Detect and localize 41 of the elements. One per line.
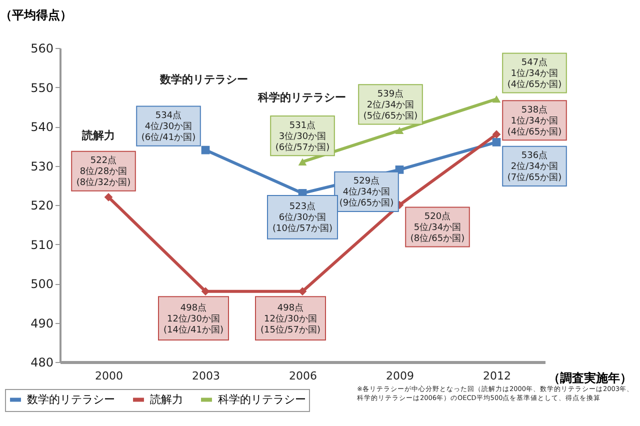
annotation: 539点 2位/34か国 (5位/65か国) — [363, 88, 418, 122]
legend-label: 数学的リテラシー — [27, 392, 115, 406]
text: 読解力 — [82, 129, 115, 142]
y-tick-label: 480 — [30, 356, 54, 370]
annotation: 522点 8位/28か国 (8位/32か国) — [76, 155, 131, 188]
point — [201, 146, 210, 154]
point — [492, 130, 501, 139]
annotation: 520点 5位/34か国 (8位/65か国) — [410, 211, 465, 244]
x-tick-label: 2009 — [386, 370, 414, 382]
annotation: 498点 12位/30か国 (14位/41か国) — [164, 302, 224, 336]
x-tick-label: 2006 — [289, 370, 317, 382]
x-tick-label: 2000 — [95, 370, 123, 382]
y-tick-label: 530 — [30, 159, 54, 174]
y-axis-title: （平均得点） — [0, 8, 72, 22]
y-tick-label: 540 — [30, 120, 54, 134]
annotation: 523点 6位/30か国 (10位/57か国) — [272, 201, 332, 234]
y-tick-label: 520 — [30, 198, 54, 212]
point — [492, 138, 501, 146]
legend-label: 科学的リテラシー — [218, 392, 306, 406]
annotation: 536点 2位/34か国 (7位/65か国) — [507, 150, 562, 184]
annotation: 531点 3位/30か国 (6位/57か国) — [275, 120, 330, 153]
x-tick-label: 2003 — [192, 370, 220, 382]
y-tick-label: 510 — [30, 238, 54, 252]
text: 科学的リテラシー — [258, 91, 346, 104]
annotation: 547点 1位/34か国 (4位/65か国) — [507, 57, 562, 90]
y-tick-label: 550 — [30, 80, 54, 95]
legend-label: 読解力 — [150, 392, 183, 406]
point — [492, 95, 501, 103]
y-tick-label: 500 — [30, 277, 54, 291]
annotation: 538点 1位/34か国 (4位/65か国) — [507, 104, 562, 138]
y-tick-label: 560 — [30, 42, 54, 56]
x-tick-label: 2012 — [483, 370, 511, 382]
point — [298, 158, 307, 166]
text: 数学的リテラシー — [160, 73, 248, 86]
point — [104, 192, 113, 202]
point — [395, 126, 404, 134]
x-axis-title: （調査実施年） — [548, 371, 632, 385]
annotation: 498点 12位/30か国 (15位/57か国) — [260, 302, 320, 336]
annotation: 529点 4位/34か国 (9位/65か国) — [339, 176, 394, 209]
y-tick-label: 490 — [30, 316, 54, 330]
annotation: 534点 4位/30か国 (6位/41か国) — [141, 110, 196, 144]
